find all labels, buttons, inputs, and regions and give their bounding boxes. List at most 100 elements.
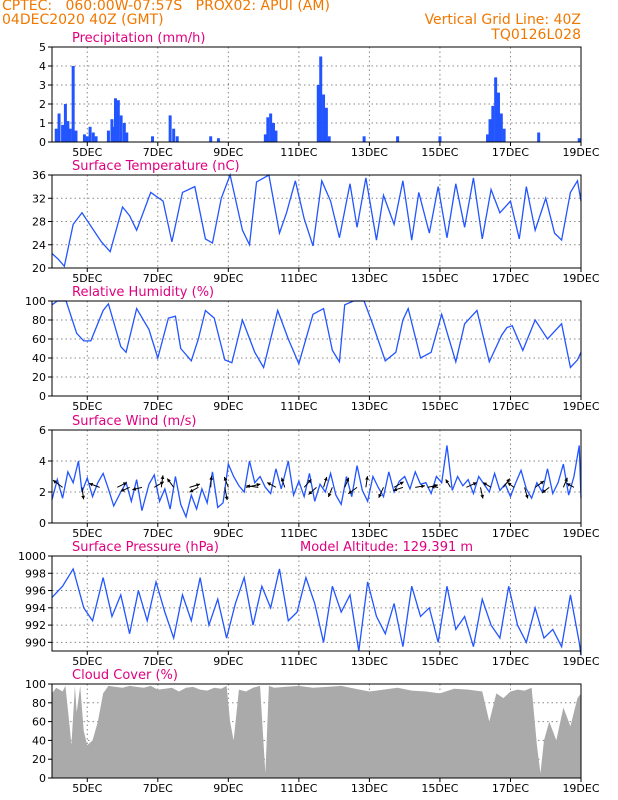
wind-arrow-head [308, 490, 313, 495]
pressure-ytick-label: 1000 [18, 550, 46, 563]
wind-arrow-head [524, 494, 529, 499]
precip-bar [91, 132, 95, 142]
wind-xtick-label: 17DEC [492, 527, 529, 540]
humidity-frame [51, 300, 582, 397]
wind-arrow-head [224, 496, 229, 501]
precip-bar [71, 66, 75, 142]
wind-arrow-head [393, 487, 398, 492]
temperature-xtick-label: 15DEC [421, 272, 458, 285]
cloud-xtick-label: 17DEC [492, 782, 529, 795]
temperature-ytick-label: 20 [32, 262, 46, 275]
precip-bar [209, 136, 213, 142]
wind-title: Surface Wind (m/s) [72, 414, 196, 429]
pressure-xtick-label: 13DEC [351, 655, 388, 668]
cloud-xtick-label: 5DEC [72, 782, 102, 795]
precip-bar [125, 132, 129, 142]
wind-arrow-head [52, 480, 57, 484]
wind-ytick-label: 2 [39, 486, 46, 499]
precip-bar [322, 94, 326, 142]
temperature-title: Surface Temperature (nC) [72, 159, 240, 174]
precipitation-xtick-label: 17DEC [492, 146, 529, 159]
precip-bar [63, 104, 67, 142]
precipitation-xtick-label: 15DEC [421, 146, 458, 159]
wind-arrow-head [542, 489, 547, 493]
cloud-ytick-label: 40 [32, 734, 46, 747]
precipitation-xtick-label: 13DEC [351, 146, 388, 159]
precip-bar [61, 124, 65, 142]
precip-bar [324, 107, 328, 142]
pressure-xtick-label: 15DEC [421, 655, 458, 668]
precip-bar [74, 130, 78, 142]
cloud-xtick-label: 11DEC [280, 782, 317, 795]
temperature-ytick-label: 32 [32, 192, 46, 205]
humidity-xtick-label: 17DEC [492, 400, 529, 413]
precipitation-ytick-label: 2 [39, 98, 46, 111]
temperature-xtick-label: 7DEC [143, 272, 173, 285]
pressure-frame [51, 555, 582, 652]
precip-bar [491, 105, 495, 142]
wind-arrow-head [189, 488, 194, 493]
wind-arrow-head [246, 484, 251, 489]
precip-bar [57, 113, 61, 142]
temperature-xtick-label: 17DEC [492, 272, 529, 285]
wind-arrow-head [506, 478, 510, 483]
precipitation-frame [51, 46, 582, 143]
precip-bar [316, 85, 320, 142]
cloud-title: Cloud Cover (%) [72, 668, 178, 683]
cloud-xtick-label: 15DEC [421, 782, 458, 795]
pressure-xtick-label: 7DEC [143, 655, 173, 668]
cloud-xtick-label: 19DEC [562, 782, 599, 795]
wind-arrow-head [445, 479, 450, 484]
cloud-ytick-label: 0 [39, 772, 46, 785]
pressure-xtick-label: 5DEC [72, 655, 102, 668]
precip-bar [66, 121, 70, 142]
precip-bar [327, 136, 331, 142]
precip-bar [68, 128, 72, 142]
cloud-ytick-label: 20 [32, 753, 46, 766]
run-time-label: 04DEC2020 40Z (GMT) [2, 12, 164, 28]
precip-bar [106, 130, 110, 142]
precip-bar [112, 126, 116, 142]
humidity-xtick-label: 5DEC [72, 400, 102, 413]
precip-bar [486, 134, 490, 142]
precip-bar [269, 113, 273, 142]
precip-bar [151, 136, 155, 142]
wind-xtick-label: 7DEC [143, 527, 173, 540]
precip-bar [496, 92, 500, 142]
humidity-ytick-label: 20 [32, 371, 46, 384]
temperature-panel [48, 172, 582, 272]
wind-xtick-label: 15DEC [421, 527, 458, 540]
humidity-xtick-label: 19DEC [562, 400, 599, 413]
precip-bar [110, 119, 114, 142]
precipitation-ytick-label: 0 [39, 136, 46, 149]
precip-bar [362, 136, 366, 142]
precip-bar [577, 138, 581, 142]
wind-arrow-head [483, 482, 488, 487]
wind-arrow-head [507, 482, 512, 487]
humidity-ytick-label: 60 [32, 333, 46, 346]
wind-xtick-label: 13DEC [351, 527, 388, 540]
precip-bar [94, 136, 98, 142]
wind-arrow-head [421, 484, 425, 489]
wind-ytick-label: 6 [39, 424, 46, 437]
wind-arrow-head [223, 476, 228, 481]
wind-arrow-head [365, 476, 369, 480]
wind-arrows [52, 475, 575, 501]
wind-arrow-head [539, 480, 544, 485]
precip-bar [319, 56, 323, 142]
wind-arrow-head [480, 494, 485, 499]
wind-xtick-label: 9DEC [213, 527, 243, 540]
cloud-xtick-label: 7DEC [143, 782, 173, 795]
wind-arrow-head [378, 493, 382, 498]
temperature-line [51, 172, 582, 268]
precip-bar [499, 113, 503, 142]
wind-arrow-head [196, 483, 200, 488]
wind-line [51, 445, 582, 519]
humidity-xtick-label: 9DEC [213, 400, 243, 413]
wind-arrow-head [280, 477, 285, 482]
precip-bar [274, 130, 278, 142]
wind-arrow-head [167, 478, 171, 483]
precip-bar [116, 100, 120, 142]
wind-arrow-head [430, 485, 435, 489]
